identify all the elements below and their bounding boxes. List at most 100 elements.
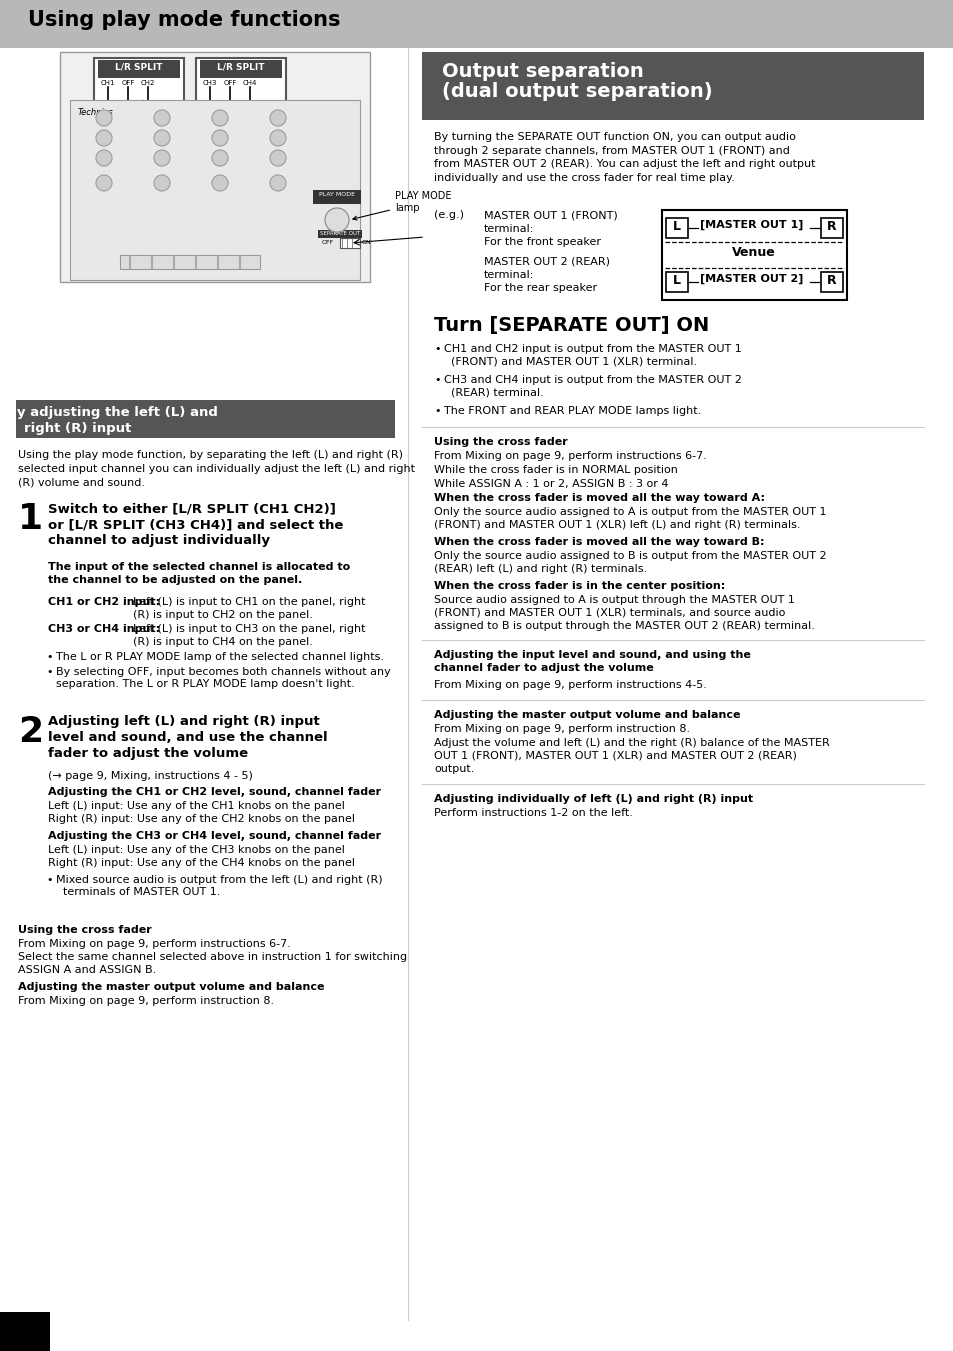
Text: L/R SPLIT: L/R SPLIT [217,62,265,72]
Text: [MASTER OUT 1]: [MASTER OUT 1] [700,220,802,230]
Text: CH3: CH3 [203,80,217,86]
Text: Technics: Technics [78,108,113,118]
Bar [0,0,953,49]
Text: PLAY MODE
lamp: PLAY MODE lamp [353,192,451,220]
Text: (R) is input to CH4 on the panel.: (R) is input to CH4 on the panel. [132,638,313,647]
Text: (e.g.): (e.g.) [434,209,463,220]
Circle shape [270,130,286,146]
Bar [665,218,687,238]
Text: Left (L) is input to CH3 on the panel, right: Left (L) is input to CH3 on the panel, r… [132,624,365,634]
Bar [339,238,359,249]
Text: •: • [434,407,440,416]
Bar [16,400,395,438]
Bar [106,109,152,124]
Text: While the cross fader is in NORMAL position: While the cross fader is in NORMAL posit… [434,465,678,476]
Text: From Mixing on page 9, perform instructions 6-7.: From Mixing on page 9, perform instructi… [18,939,291,948]
Text: Perform instructions 1-2 on the left.: Perform instructions 1-2 on the left. [434,808,632,817]
Text: OFF: OFF [223,80,236,86]
Text: ON: ON [361,240,372,245]
Bar [120,255,260,269]
Circle shape [153,150,170,166]
Bar [208,109,253,124]
Text: •: • [46,875,52,885]
Text: 12: 12 [8,1313,42,1337]
Text: By turning the SEPARATE OUT function ON, you can output audio
through 2 separate: By turning the SEPARATE OUT function ON,… [434,132,815,182]
Text: Using the cross fader: Using the cross fader [18,925,152,935]
Text: Using the play mode function, by separating the left (L) and right (R)
selected : Using the play mode function, by separat… [18,450,415,488]
Text: Adjusting the input level and sound, and using the
channel fader to adjust the v: Adjusting the input level and sound, and… [434,650,750,673]
Text: R: R [826,274,836,286]
Text: •: • [46,653,52,662]
Circle shape [270,176,286,190]
Text: Turn [SEPARATE OUT] ON: Turn [SEPARATE OUT] ON [434,316,708,335]
Bar [70,100,359,280]
Text: (→ page 9, Mixing, instructions 4 - 5): (→ page 9, Mixing, instructions 4 - 5) [48,771,253,781]
Text: Left (L) input: Use any of the CH3 knobs on the panel
Right (R) input: Use any o: Left (L) input: Use any of the CH3 knobs… [48,844,355,869]
Text: OFF: OFF [121,80,134,86]
Bar [0,1312,50,1351]
Text: Left (L) input: Use any of the CH1 knobs on the panel
Right (R) input: Use any o: Left (L) input: Use any of the CH1 knobs… [48,801,355,824]
Text: RQT7230: RQT7230 [4,1335,43,1344]
Text: L: L [672,274,680,286]
Text: MASTER OUT 1 (FRONT)
terminal:
For the front speaker: MASTER OUT 1 (FRONT) terminal: For the f… [483,209,618,247]
Bar [94,58,184,130]
Text: MASTER OUT 2 (REAR)
terminal:
For the rear speaker: MASTER OUT 2 (REAR) terminal: For the re… [483,255,609,293]
Text: R: R [826,220,836,232]
Text: 2: 2 [18,715,43,748]
Circle shape [212,109,228,126]
Text: The FRONT and REAR PLAY MODE lamps light.: The FRONT and REAR PLAY MODE lamps light… [443,407,700,416]
Text: Source audio assigned to A is output through the MASTER OUT 1
(FRONT) and MASTER: Source audio assigned to A is output thr… [434,594,814,631]
Text: CH2: CH2 [141,80,155,86]
Text: When the cross fader is in the center position:: When the cross fader is in the center po… [434,581,724,590]
Text: Adjusting the CH1 or CH2 level, sound, channel fader: Adjusting the CH1 or CH2 level, sound, c… [48,788,381,797]
Text: 1: 1 [18,503,43,536]
Bar [200,59,282,78]
Text: Only the source audio assigned to B is output from the MASTER OUT 2
(REAR) left : Only the source audio assigned to B is o… [434,551,825,574]
Bar [821,272,842,292]
Bar [317,230,361,238]
Text: [MASTER OUT 2]: [MASTER OUT 2] [700,274,802,284]
Bar [821,218,842,238]
Text: CH3 or CH4 input:: CH3 or CH4 input: [48,624,160,634]
Circle shape [270,150,286,166]
Text: When the cross fader is moved all the way toward A:: When the cross fader is moved all the wa… [434,493,764,503]
Text: Select the same channel selected above in instruction 1 for switching
ASSIGN A a: Select the same channel selected above i… [18,952,407,975]
Text: CH1 and CH2 input is output from the MASTER OUT 1
  (FRONT) and MASTER OUT 1 (XL: CH1 and CH2 input is output from the MAS… [443,345,741,367]
Text: L/R SPLIT: L/R SPLIT [115,62,163,72]
Text: (R) is input to CH2 on the panel.: (R) is input to CH2 on the panel. [132,611,313,620]
Circle shape [153,130,170,146]
Circle shape [212,150,228,166]
Text: The L or R PLAY MODE lamp of the selected channel lights.: The L or R PLAY MODE lamp of the selecte… [56,653,384,662]
Text: Adjusting the CH3 or CH4 level, sound, channel fader: Adjusting the CH3 or CH4 level, sound, c… [48,831,381,842]
Bar [421,51,923,120]
Text: From Mixing on page 9, perform instruction 8.: From Mixing on page 9, perform instructi… [18,996,274,1006]
Text: From Mixing on page 9, perform instructions 6-7.: From Mixing on page 9, perform instructi… [434,451,706,461]
Text: From Mixing on page 9, perform instruction 8.: From Mixing on page 9, perform instructi… [434,724,689,734]
Text: CH1: CH1 [101,80,115,86]
Bar [195,58,286,130]
Circle shape [96,150,112,166]
Text: Left (L) is input to CH1 on the panel, right: Left (L) is input to CH1 on the panel, r… [132,597,365,607]
Text: •: • [434,376,440,385]
Text: Using play mode functions: Using play mode functions [28,9,340,30]
Bar [665,272,687,292]
Text: Adjusting left (L) and right (R) input
level and sound, and use the channel
fade: Adjusting left (L) and right (R) input l… [48,715,327,761]
Bar [661,209,846,300]
Circle shape [212,176,228,190]
Text: (dual output separation): (dual output separation) [441,82,712,101]
Text: •: • [46,667,52,677]
Text: Only the source audio assigned to A is output from the MASTER OUT 1
(FRONT) and : Only the source audio assigned to A is o… [434,507,825,530]
Bar [313,190,360,204]
Text: OFF: OFF [322,240,334,245]
Circle shape [153,109,170,126]
Circle shape [96,109,112,126]
Text: •: • [434,345,440,354]
Text: By selecting OFF, input becomes both channels without any
separation. The L or R: By selecting OFF, input becomes both cha… [56,667,391,689]
Text: Adjusting the master output volume and balance: Adjusting the master output volume and b… [18,982,324,992]
Circle shape [325,208,349,232]
Text: Using the cross fader: Using the cross fader [434,436,567,447]
Text: The input of the selected channel is allocated to
the channel to be adjusted on : The input of the selected channel is all… [48,562,350,585]
Text: CH1 or CH2 input:: CH1 or CH2 input: [48,597,160,607]
Text: SEPARATE OUT: SEPARATE OUT [319,231,359,236]
Text: right (R) input: right (R) input [24,422,132,435]
